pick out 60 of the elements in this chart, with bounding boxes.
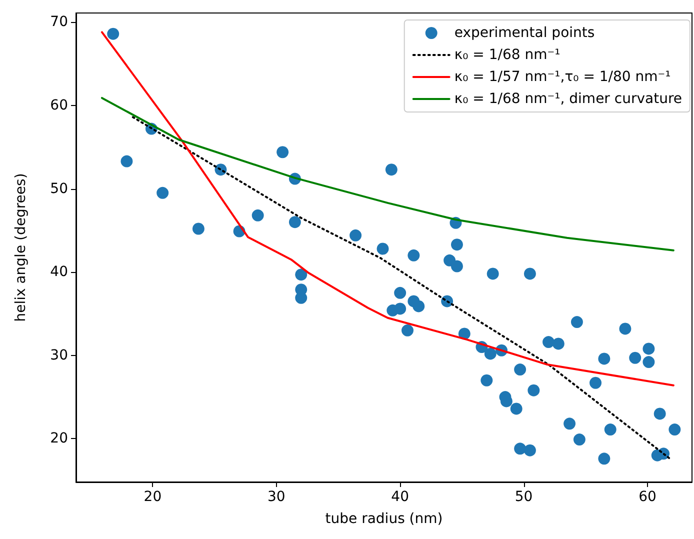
point — [252, 209, 264, 222]
point — [376, 242, 389, 255]
y-tick-label: 50 — [50, 180, 68, 197]
point — [668, 424, 681, 436]
y-tick-label: 70 — [50, 14, 68, 30]
x-tick-label: 40 — [391, 489, 409, 505]
y-tick-label: 40 — [50, 264, 68, 280]
y-tick-label: 20 — [50, 430, 68, 447]
point — [350, 229, 362, 242]
point — [642, 342, 655, 355]
point — [402, 324, 414, 336]
point — [156, 186, 169, 199]
point — [564, 418, 576, 430]
y-axis-title: helix angle (degrees) — [13, 173, 29, 322]
point — [524, 268, 536, 280]
x-axis-title: tube radius (nm) — [325, 511, 443, 527]
point — [450, 260, 463, 272]
point — [480, 374, 493, 386]
point — [524, 444, 536, 456]
point — [573, 434, 586, 446]
point — [288, 216, 301, 228]
point — [552, 338, 564, 350]
point — [598, 452, 610, 465]
point — [295, 268, 308, 281]
point — [514, 364, 526, 376]
legend-label: κ₀ = 1/57 nm⁻¹,τ₀ = 1/80 nm⁻¹ — [454, 69, 671, 85]
point — [107, 28, 120, 40]
legend-label: κ₀ = 1/68 nm⁻¹, dimer curvature — [454, 91, 682, 107]
point — [192, 222, 204, 235]
point — [450, 238, 463, 251]
x-tick-label: 30 — [267, 489, 286, 505]
point — [528, 384, 540, 396]
point — [276, 146, 289, 158]
point — [514, 442, 526, 455]
point — [619, 322, 632, 335]
x-tick-label: 50 — [514, 489, 533, 505]
point — [412, 300, 425, 312]
point — [629, 352, 642, 364]
point — [570, 316, 583, 328]
x-tick-label: 60 — [638, 489, 656, 505]
point — [394, 286, 406, 299]
y-tick-label: 60 — [50, 97, 68, 114]
point — [654, 408, 666, 420]
legend-label: experimental points — [454, 25, 595, 41]
point — [408, 249, 420, 262]
x-tick-label: 20 — [144, 489, 162, 505]
point — [510, 402, 522, 415]
legend-label: κ₀ = 1/68 nm⁻¹ — [454, 47, 560, 63]
point — [385, 164, 398, 176]
point — [542, 336, 555, 348]
point — [598, 352, 610, 365]
line-series — [132, 116, 672, 461]
point — [394, 302, 406, 315]
point — [590, 376, 602, 389]
point — [484, 348, 496, 360]
point — [486, 268, 499, 280]
point — [642, 356, 655, 368]
y-tick-label: 30 — [50, 347, 68, 364]
point — [604, 424, 616, 436]
point — [120, 155, 133, 168]
